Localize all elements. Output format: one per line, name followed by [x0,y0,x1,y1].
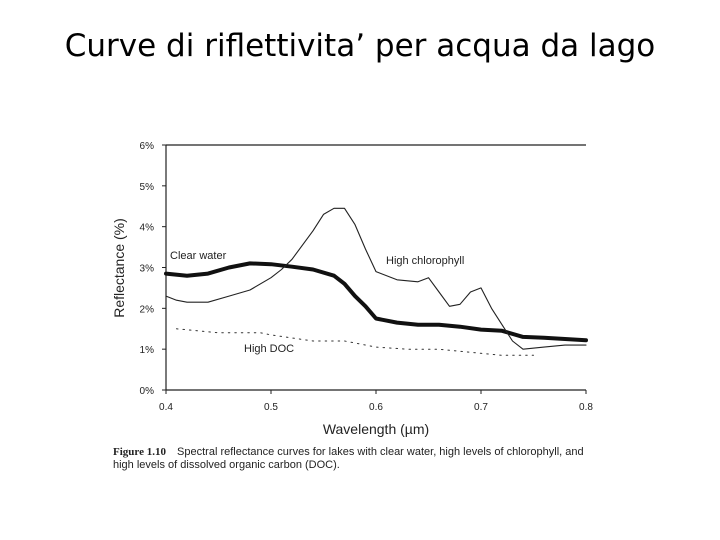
y-tick-label: 3% [140,264,155,275]
y-tick-label: 2% [140,304,155,315]
x-tick-label: 0.5 [264,402,278,413]
x-tick-label: 0.4 [159,402,173,413]
slide-title: Curve di riflettivita’ per acqua da lago [64,28,656,64]
figure-caption: Figure 1.10 Spectral reflectance curves … [113,446,598,472]
series-line-high-chlorophyll [165,207,587,350]
y-tick-label: 5% [140,182,155,193]
caption-label: Figure 1.10 [113,446,166,458]
series-lines [164,207,588,356]
caption-text: Spectral reflectance curves for lakes wi… [113,446,584,471]
x-axis-label: Wavelength (µm) [323,421,429,437]
annotation-high-doc: High DOC [244,343,294,355]
y-tick-label: 6% [140,141,155,152]
series-line-high-doc [176,328,534,356]
y-axis-label: Reflectance (%) [111,218,127,318]
y-tick-label: 4% [140,223,155,234]
y-tick-labels: 0% 1% 2% 3% 4% 5% 6% [140,141,166,397]
annotation-clear-water: Clear water [170,250,227,262]
series-line-clear-water [164,261,588,343]
x-tick-label: 0.8 [579,402,593,413]
y-tick-label: 0% [140,386,155,397]
annotation-high-chlorophyll: High chlorophyll [386,255,464,267]
x-tick-label: 0.7 [474,402,488,413]
x-tick-labels: 0.4 0.5 0.6 0.7 0.8 [159,390,593,413]
x-tick-label: 0.6 [369,402,383,413]
y-tick-label: 1% [140,345,155,356]
